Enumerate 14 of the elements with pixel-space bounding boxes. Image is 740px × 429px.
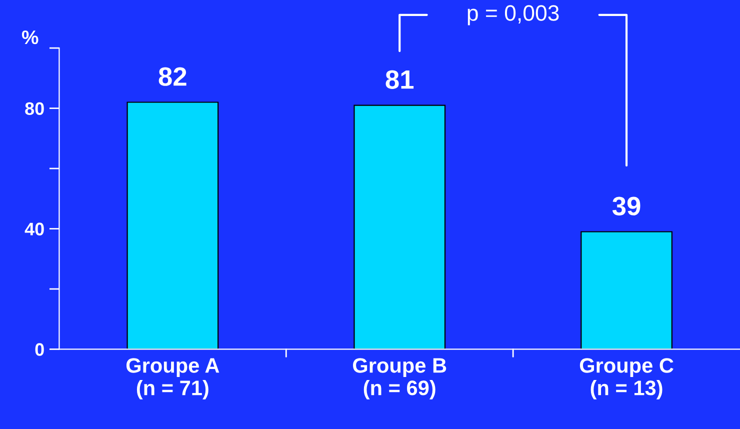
bar <box>354 104 446 350</box>
text: p = 0,003 <box>468 5 559 26</box>
x-tick-label: Groupe B (n = 69) <box>353 358 446 400</box>
x-tick-label: Groupe C (n = 13) <box>580 358 674 400</box>
bar <box>580 231 672 350</box>
data-label: 81 <box>386 70 414 89</box>
y-tick-label: 80 <box>25 102 44 115</box>
y-axis-title: % <box>22 30 38 44</box>
x-tick-label: Groupe A (n = 71) <box>126 358 220 400</box>
bar <box>126 102 219 350</box>
data-label: 39 <box>612 196 640 216</box>
y-tick-label: 40 <box>24 222 44 236</box>
data-label: 82 <box>158 67 186 86</box>
y-tick-label: 0 <box>35 343 44 356</box>
